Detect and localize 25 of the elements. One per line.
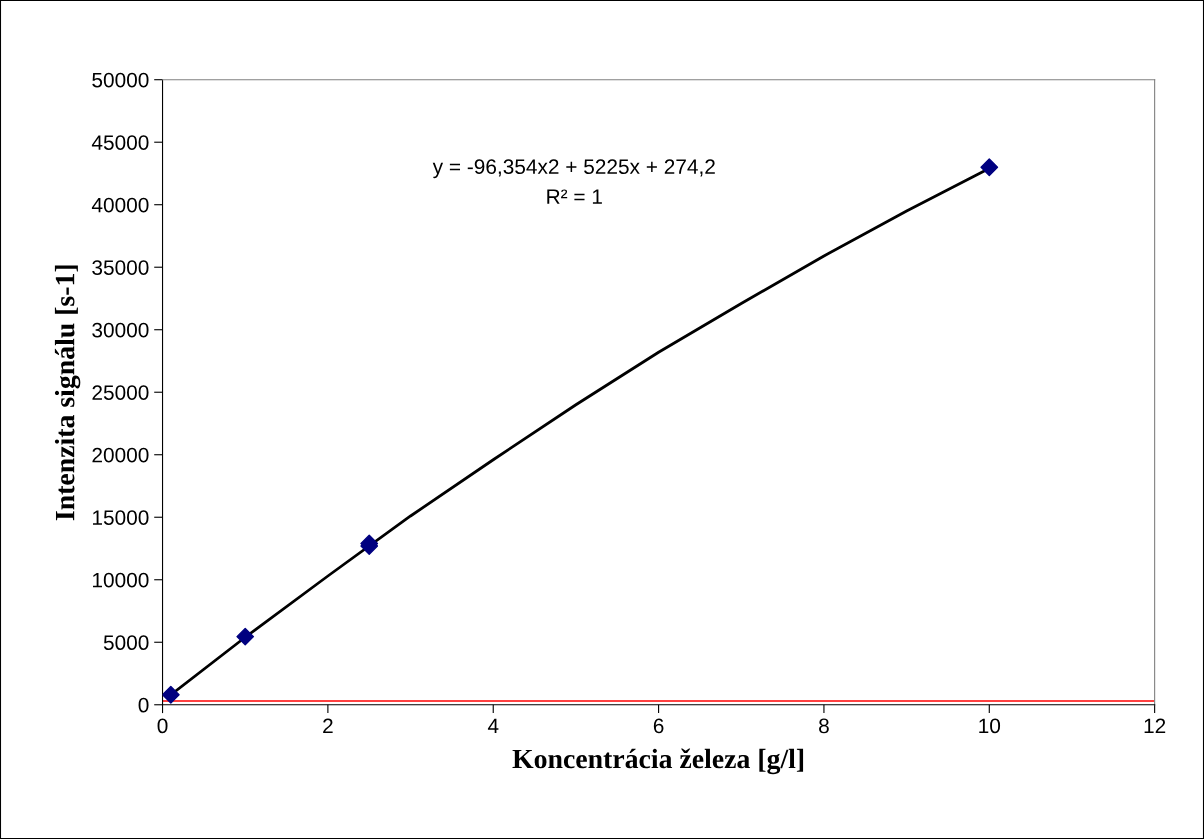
y-tick-label: 45000 — [91, 135, 149, 150]
x-tick-label: 8 — [819, 718, 829, 734]
y-tick-label: 50000 — [92, 72, 149, 88]
y-tick-label: 35000 — [92, 260, 149, 275]
y-tick-label: 10000 — [93, 572, 149, 588]
x-tick-label: 2 — [323, 718, 333, 734]
y-tick-label: 30000 — [92, 322, 149, 338]
y-tick-label: 15000 — [93, 510, 149, 525]
y-tick-label: 25000 — [92, 385, 149, 400]
annotation: R² = 1 — [547, 189, 602, 204]
x-tick-label: 6 — [653, 718, 664, 734]
y-tick-label: 20000 — [92, 447, 149, 463]
y-tick-label: 5000 — [103, 635, 149, 651]
point — [236, 627, 255, 646]
x-tick-label: 10 — [979, 718, 1001, 734]
x-tick-label: 0 — [157, 718, 168, 734]
y-axis-title: Intenzita signálu [s-1] — [54, 265, 81, 521]
y-tick-label: 0 — [138, 697, 149, 713]
point — [980, 158, 999, 177]
annotation: y = -96,354x2 + 5225x + 274,2 — [432, 159, 715, 179]
x-axis-title: Koncentrácia železa [g/l] — [512, 748, 804, 775]
x-tick-label: 4 — [487, 718, 499, 734]
x-tick-label: 12 — [1144, 718, 1166, 734]
y-tick-label: 40000 — [91, 197, 149, 213]
point — [162, 685, 180, 704]
